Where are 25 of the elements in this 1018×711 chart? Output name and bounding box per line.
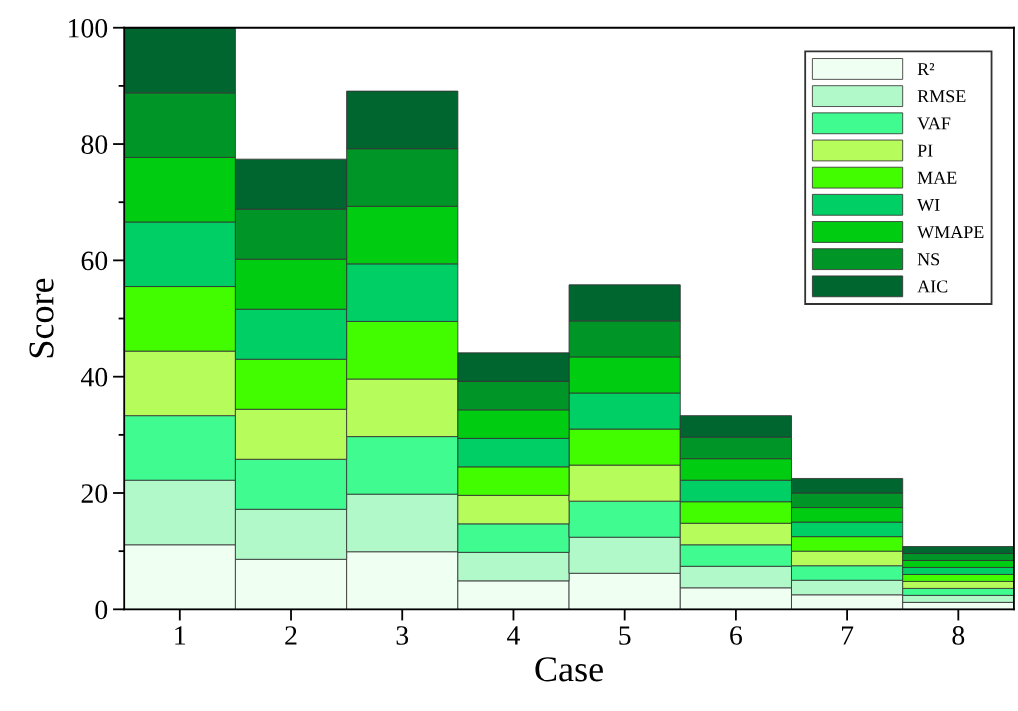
y-tick-label: 40 — [80, 367, 108, 387]
x-tick-label: 2 — [285, 626, 297, 645]
y-tick-label: 0 — [95, 600, 108, 620]
x-tick-label: 5 — [619, 626, 631, 645]
legend-label: RMSE — [917, 90, 966, 103]
x-tick-label: 1 — [175, 626, 186, 645]
y-tick-label: 80 — [81, 135, 108, 154]
legend-label: WMAPE — [917, 226, 984, 239]
y-axis-title: Score — [29, 278, 54, 358]
legend-label: WI — [917, 198, 940, 212]
x-tick-label: 8 — [952, 626, 965, 645]
y-tick-label: 60 — [81, 251, 108, 271]
x-tick-label: 4 — [507, 626, 520, 645]
legend-label: NS — [917, 253, 940, 266]
legend-label: R² — [917, 63, 935, 75]
x-tick-label: 7 — [841, 626, 854, 645]
legend-label: VAF — [917, 117, 951, 130]
x-axis-title: Case — [535, 657, 603, 682]
x-tick-label: 6 — [730, 626, 742, 645]
x-tick-label: 3 — [396, 626, 409, 645]
legend-label: PI — [917, 144, 933, 157]
y-tick-label: 100 — [69, 18, 108, 38]
y-tick-label: 20 — [81, 484, 108, 503]
legend-label: MAE — [917, 171, 957, 184]
legend-label: AIC — [917, 280, 948, 293]
